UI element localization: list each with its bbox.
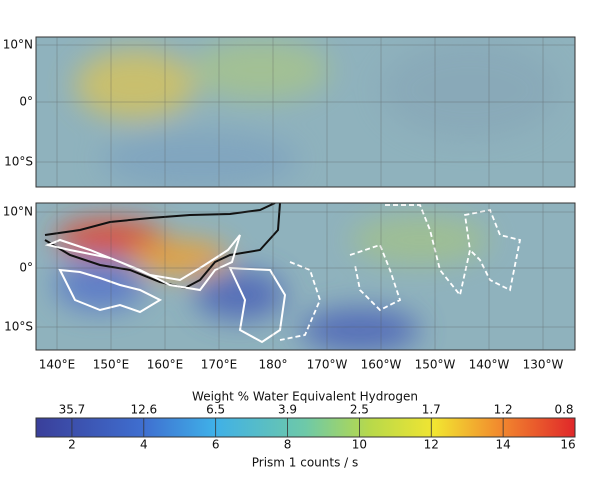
- map-grid: [36, 37, 575, 350]
- colorbar-tick-label: 14: [495, 438, 510, 452]
- colorbar-top-label: 1.7: [422, 403, 441, 417]
- lon-label: 160°W: [361, 358, 402, 372]
- lon-label: 170°E: [201, 358, 238, 372]
- colorbar-top-label: 6.5: [206, 403, 225, 417]
- lon-label: 170°W: [307, 358, 348, 372]
- lat-label: 0°: [19, 95, 33, 109]
- colorbar-title: Weight % Water Equivalent Hydrogen: [192, 390, 418, 404]
- lat-label: 10°S: [4, 320, 33, 334]
- colorbar-tick-label: 16: [560, 438, 575, 452]
- colorbar-label: Prism 1 counts / s: [252, 456, 359, 470]
- colorbar-tick-label: 10: [352, 438, 367, 452]
- colorbar-tick-label: 2: [68, 438, 76, 452]
- colorbar-tick-label: 6: [212, 438, 220, 452]
- colorbar-top-label: 3.9: [278, 403, 297, 417]
- lat-label: 10°S: [4, 155, 33, 169]
- lon-label: 140°W: [469, 358, 510, 372]
- colorbar-tick-label: 4: [140, 438, 148, 452]
- lat-label: 0°: [19, 261, 33, 275]
- lon-label: 150°E: [93, 358, 130, 372]
- colorbar: [35, 417, 576, 438]
- lat-label: 10°N: [3, 38, 33, 52]
- colorbar-top-label: 0.8: [554, 403, 573, 417]
- panel-frame: [35, 36, 576, 188]
- map-panel: [36, 37, 575, 187]
- lon-label: 180°: [259, 358, 288, 372]
- colorbar-top-label: 2.5: [350, 403, 369, 417]
- panel-frame: [35, 202, 576, 351]
- colorbar-top-label: 12.6: [130, 403, 157, 417]
- map-panel: [36, 203, 575, 350]
- lon-label: 150°W: [415, 358, 456, 372]
- colorbar-tick-label: 8: [284, 438, 292, 452]
- colorbar-top-label: 35.7: [59, 403, 86, 417]
- colorbar-tick-label: 12: [424, 438, 439, 452]
- lon-label: 130°W: [523, 358, 564, 372]
- lon-label: 140°E: [39, 358, 76, 372]
- lat-label: 10°N: [3, 205, 33, 219]
- lon-label: 160°E: [147, 358, 184, 372]
- colorbar-top-label: 1.2: [494, 403, 513, 417]
